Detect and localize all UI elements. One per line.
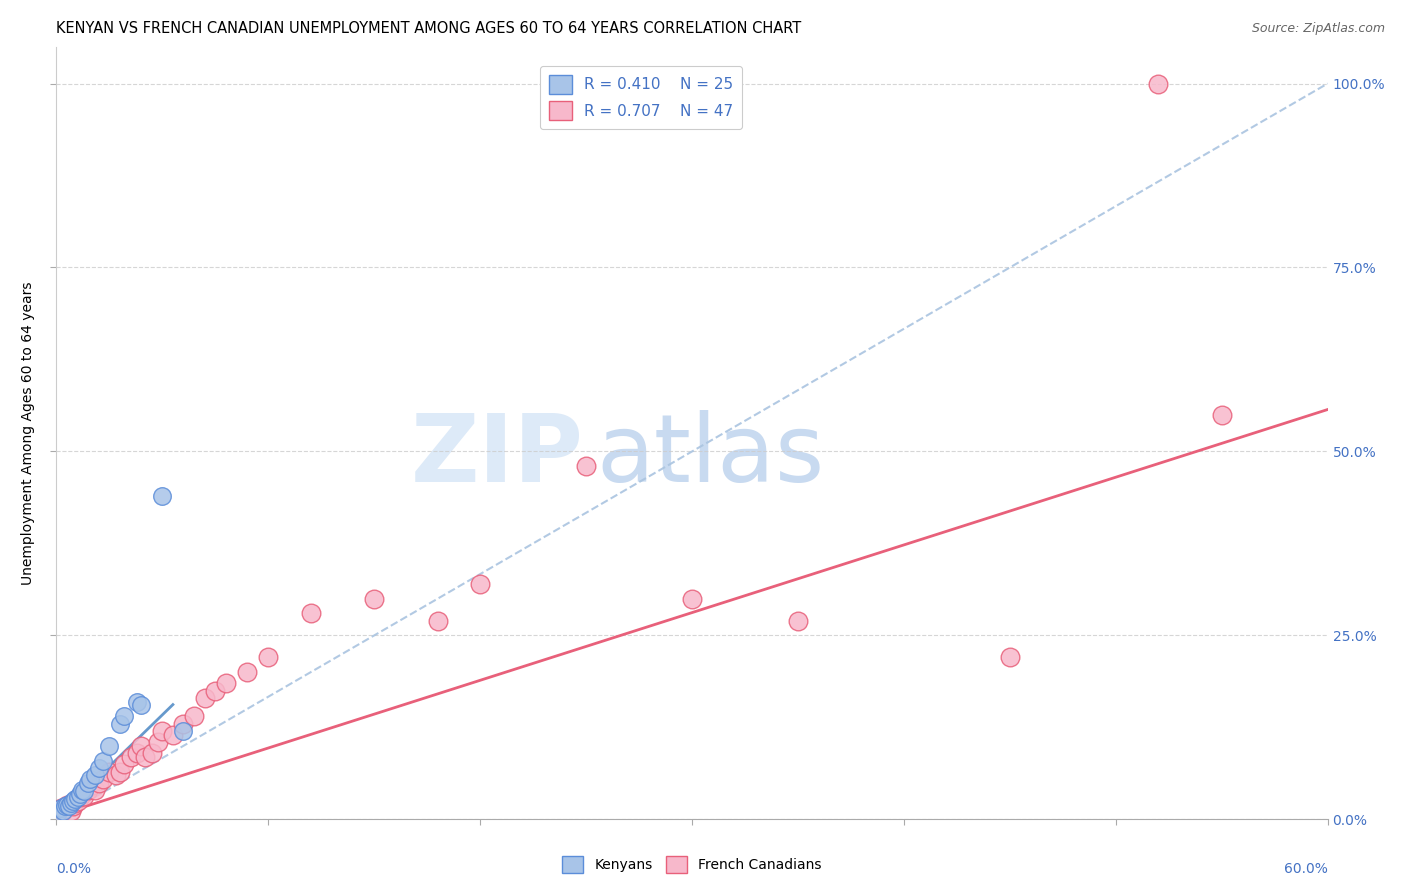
Text: 60.0%: 60.0% xyxy=(1284,862,1327,876)
Point xyxy=(49,801,72,815)
Point xyxy=(194,690,217,705)
Point xyxy=(204,683,226,698)
Point xyxy=(575,459,598,474)
Point xyxy=(48,805,70,819)
Point xyxy=(215,676,238,690)
Point xyxy=(83,783,105,797)
Point xyxy=(150,724,173,739)
Point xyxy=(66,794,89,808)
Point xyxy=(468,577,491,591)
Point xyxy=(236,665,259,680)
Point xyxy=(58,799,80,814)
Point xyxy=(1211,408,1233,422)
Point xyxy=(426,614,449,628)
Point xyxy=(998,650,1021,665)
Text: 0.0%: 0.0% xyxy=(56,862,91,876)
Point xyxy=(49,801,72,815)
Legend: Kenyans, French Canadians: Kenyans, French Canadians xyxy=(557,850,827,878)
Point xyxy=(69,790,91,805)
Point xyxy=(56,797,79,812)
Point xyxy=(681,591,703,606)
Point xyxy=(129,698,152,713)
Point xyxy=(183,709,205,723)
Point xyxy=(125,695,148,709)
Point xyxy=(108,764,131,779)
Point xyxy=(112,757,135,772)
Point xyxy=(91,772,114,786)
Point xyxy=(173,724,195,739)
Point xyxy=(79,779,101,793)
Point xyxy=(53,799,76,814)
Point xyxy=(98,764,121,779)
Point xyxy=(53,801,76,815)
Text: Source: ZipAtlas.com: Source: ZipAtlas.com xyxy=(1251,22,1385,36)
Point xyxy=(120,749,142,764)
Y-axis label: Unemployment Among Ages 60 to 64 years: Unemployment Among Ages 60 to 64 years xyxy=(21,281,35,585)
Point xyxy=(62,799,84,814)
Point xyxy=(56,797,79,812)
Point xyxy=(83,768,105,782)
Point xyxy=(79,772,101,786)
Point xyxy=(52,804,75,818)
Point xyxy=(62,794,84,808)
Point xyxy=(173,716,195,731)
Point xyxy=(69,787,91,801)
Point xyxy=(91,754,114,768)
Point xyxy=(77,783,100,797)
Point xyxy=(146,735,169,749)
Point xyxy=(257,650,280,665)
Point xyxy=(65,796,87,810)
Point xyxy=(1147,77,1170,91)
Point xyxy=(363,591,385,606)
Point xyxy=(125,746,148,760)
Text: KENYAN VS FRENCH CANADIAN UNEMPLOYMENT AMONG AGES 60 TO 64 YEARS CORRELATION CHA: KENYAN VS FRENCH CANADIAN UNEMPLOYMENT A… xyxy=(56,21,801,36)
Point xyxy=(98,739,121,753)
Point xyxy=(787,614,810,628)
Text: atlas: atlas xyxy=(596,410,825,502)
Text: ZIP: ZIP xyxy=(411,410,583,502)
Point xyxy=(73,789,96,803)
Point xyxy=(77,775,100,789)
Point xyxy=(112,709,135,723)
Point xyxy=(65,791,87,805)
Point xyxy=(108,716,131,731)
Point xyxy=(141,746,163,760)
Point xyxy=(73,784,96,798)
Point xyxy=(58,799,80,814)
Point xyxy=(60,796,83,810)
Point xyxy=(162,728,184,742)
Point xyxy=(48,805,70,819)
Point xyxy=(150,489,173,503)
Point xyxy=(87,761,110,775)
Point xyxy=(60,804,83,818)
Point xyxy=(134,749,156,764)
Point xyxy=(299,607,322,621)
Point xyxy=(52,804,75,818)
Point xyxy=(70,783,93,797)
Point xyxy=(87,775,110,789)
Point xyxy=(66,790,89,805)
Point xyxy=(104,768,127,782)
Point xyxy=(70,787,93,801)
Point xyxy=(129,739,152,753)
